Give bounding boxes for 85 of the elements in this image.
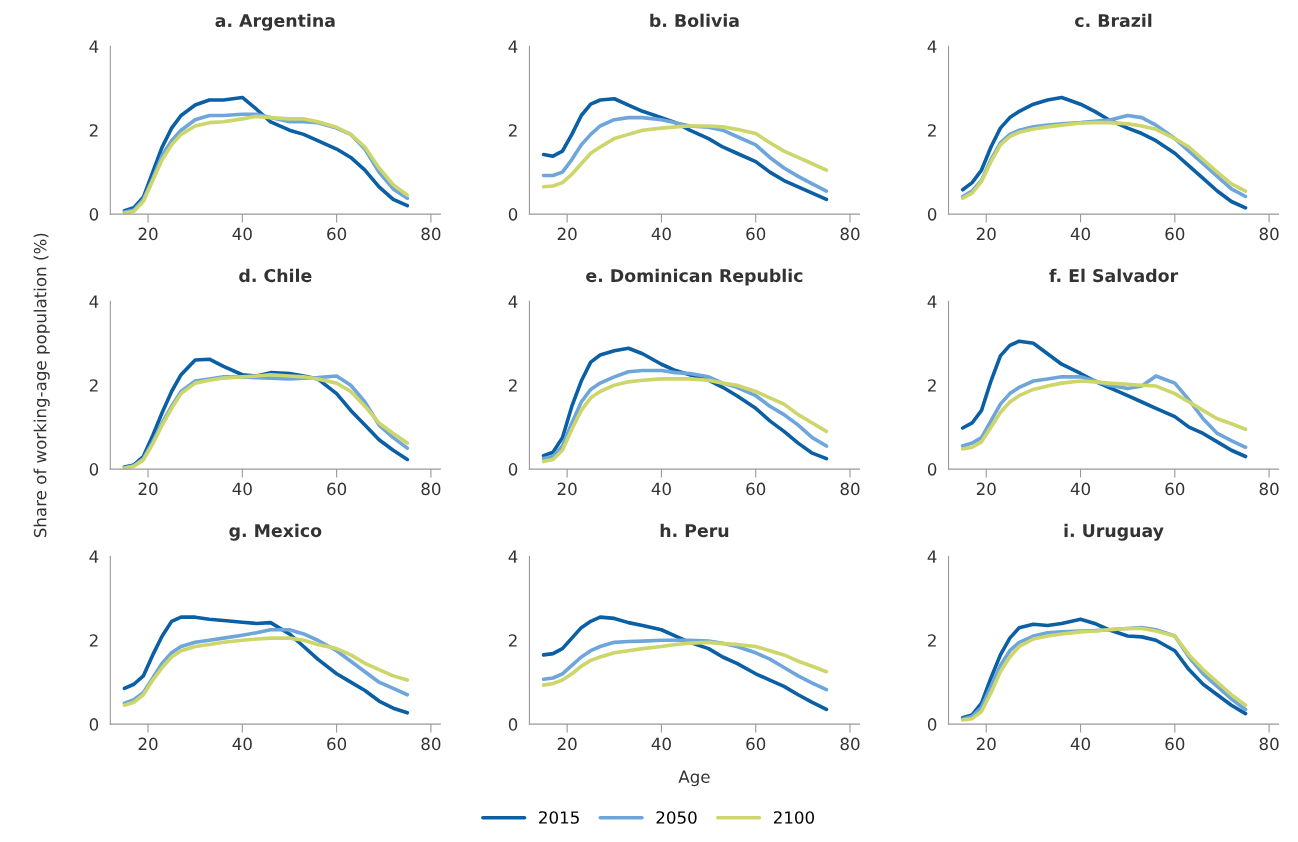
y-tick-label: 0 <box>508 208 518 221</box>
x-tick-label: 60 <box>1165 737 1185 751</box>
chart-title: c. Brazil <box>1075 13 1152 28</box>
line-series <box>541 615 829 712</box>
x-tick-label: 80 <box>1259 482 1279 496</box>
y-tick-label: 4 <box>508 40 518 53</box>
x-tick-label: 40 <box>232 482 252 496</box>
x-tick-label: 60 <box>327 227 347 241</box>
line-series <box>541 115 829 193</box>
chart-title: b. Bolivia <box>650 13 739 28</box>
y-tick-label: 0 <box>508 463 518 476</box>
x-tick-label: 20 <box>557 482 577 496</box>
x-tick-label: 20 <box>138 227 158 241</box>
x-tick-label: 20 <box>138 482 158 496</box>
y-tick-label: 4 <box>927 295 937 308</box>
x-tick-label: 80 <box>1259 227 1279 241</box>
x-tick-label: 20 <box>557 737 577 751</box>
x-tick-label: 20 <box>557 227 577 241</box>
y-tick-label: 2 <box>89 379 98 392</box>
y-tick-label: 2 <box>928 634 936 647</box>
y-tick-label: 2 <box>89 634 98 647</box>
y-axis-title: Share of working-age population (%) <box>33 233 50 538</box>
x-tick-label: 60 <box>746 737 766 751</box>
y-tick-label: 2 <box>508 124 517 137</box>
chart-title: i. Uruguay <box>1064 523 1164 541</box>
x-tick-label: 60 <box>327 482 347 496</box>
x-tick-label: 40 <box>1070 482 1091 496</box>
legend-label: 2050 <box>656 811 697 824</box>
chart-title: h. Peru <box>660 523 729 538</box>
x-tick-label: 80 <box>840 482 860 496</box>
line-series <box>122 615 410 715</box>
x-tick-label: 80 <box>1259 737 1279 751</box>
x-tick-label: 80 <box>840 227 860 241</box>
y-tick-label: 2 <box>928 124 936 137</box>
x-tick-label: 40 <box>1070 737 1091 751</box>
x-tick-label: 40 <box>232 227 252 241</box>
chart-title: e. Dominican Republic <box>586 268 803 286</box>
x-tick-label: 20 <box>976 482 996 496</box>
y-tick-label: 0 <box>927 718 937 731</box>
y-tick-label: 0 <box>927 463 937 476</box>
x-tick-label: 80 <box>421 227 441 241</box>
x-axis-title: Age <box>678 770 710 787</box>
x-tick-label: 40 <box>651 737 671 751</box>
x-tick-label: 60 <box>327 737 347 751</box>
y-tick-label: 2 <box>89 124 98 137</box>
y-tick-label: 4 <box>508 550 518 563</box>
line-series <box>541 346 829 461</box>
y-tick-label: 0 <box>89 463 99 476</box>
chart-title: a. Argentina <box>215 13 335 31</box>
chart-title: d. Chile <box>239 268 312 283</box>
line-series <box>960 95 1248 210</box>
x-tick-label: 60 <box>1165 227 1185 241</box>
legend-label: 2015 <box>539 811 579 824</box>
chart-title: f. El Salvador <box>1049 268 1179 283</box>
y-tick-label: 2 <box>508 634 517 647</box>
chart-title: g. Mexico <box>229 523 322 541</box>
y-tick-label: 4 <box>89 550 99 563</box>
y-tick-label: 2 <box>508 379 517 392</box>
legend-label: 2100 <box>773 811 815 824</box>
line-series <box>960 339 1248 459</box>
x-tick-label: 60 <box>1165 482 1185 496</box>
y-tick-label: 0 <box>508 718 518 731</box>
y-tick-label: 4 <box>89 40 99 53</box>
x-tick-label: 40 <box>651 482 671 496</box>
y-tick-label: 4 <box>89 295 99 308</box>
x-tick-label: 60 <box>746 482 766 496</box>
y-tick-label: 2 <box>928 379 936 392</box>
y-tick-label: 4 <box>508 295 518 308</box>
y-tick-label: 0 <box>89 208 99 221</box>
y-tick-label: 4 <box>927 40 937 53</box>
x-tick-label: 20 <box>138 737 158 751</box>
x-tick-label: 60 <box>746 227 766 241</box>
x-tick-label: 80 <box>421 482 441 496</box>
line-series <box>541 124 829 189</box>
y-tick-label: 4 <box>927 550 937 563</box>
line-series <box>541 96 829 202</box>
x-tick-label: 20 <box>976 737 996 751</box>
x-tick-label: 40 <box>651 227 671 241</box>
x-tick-label: 80 <box>421 737 441 751</box>
y-tick-label: 0 <box>89 718 99 731</box>
y-tick-label: 0 <box>927 208 937 221</box>
x-tick-label: 20 <box>976 227 996 241</box>
x-tick-label: 80 <box>840 737 860 751</box>
x-tick-label: 40 <box>1070 227 1091 241</box>
x-tick-label: 40 <box>232 737 252 751</box>
